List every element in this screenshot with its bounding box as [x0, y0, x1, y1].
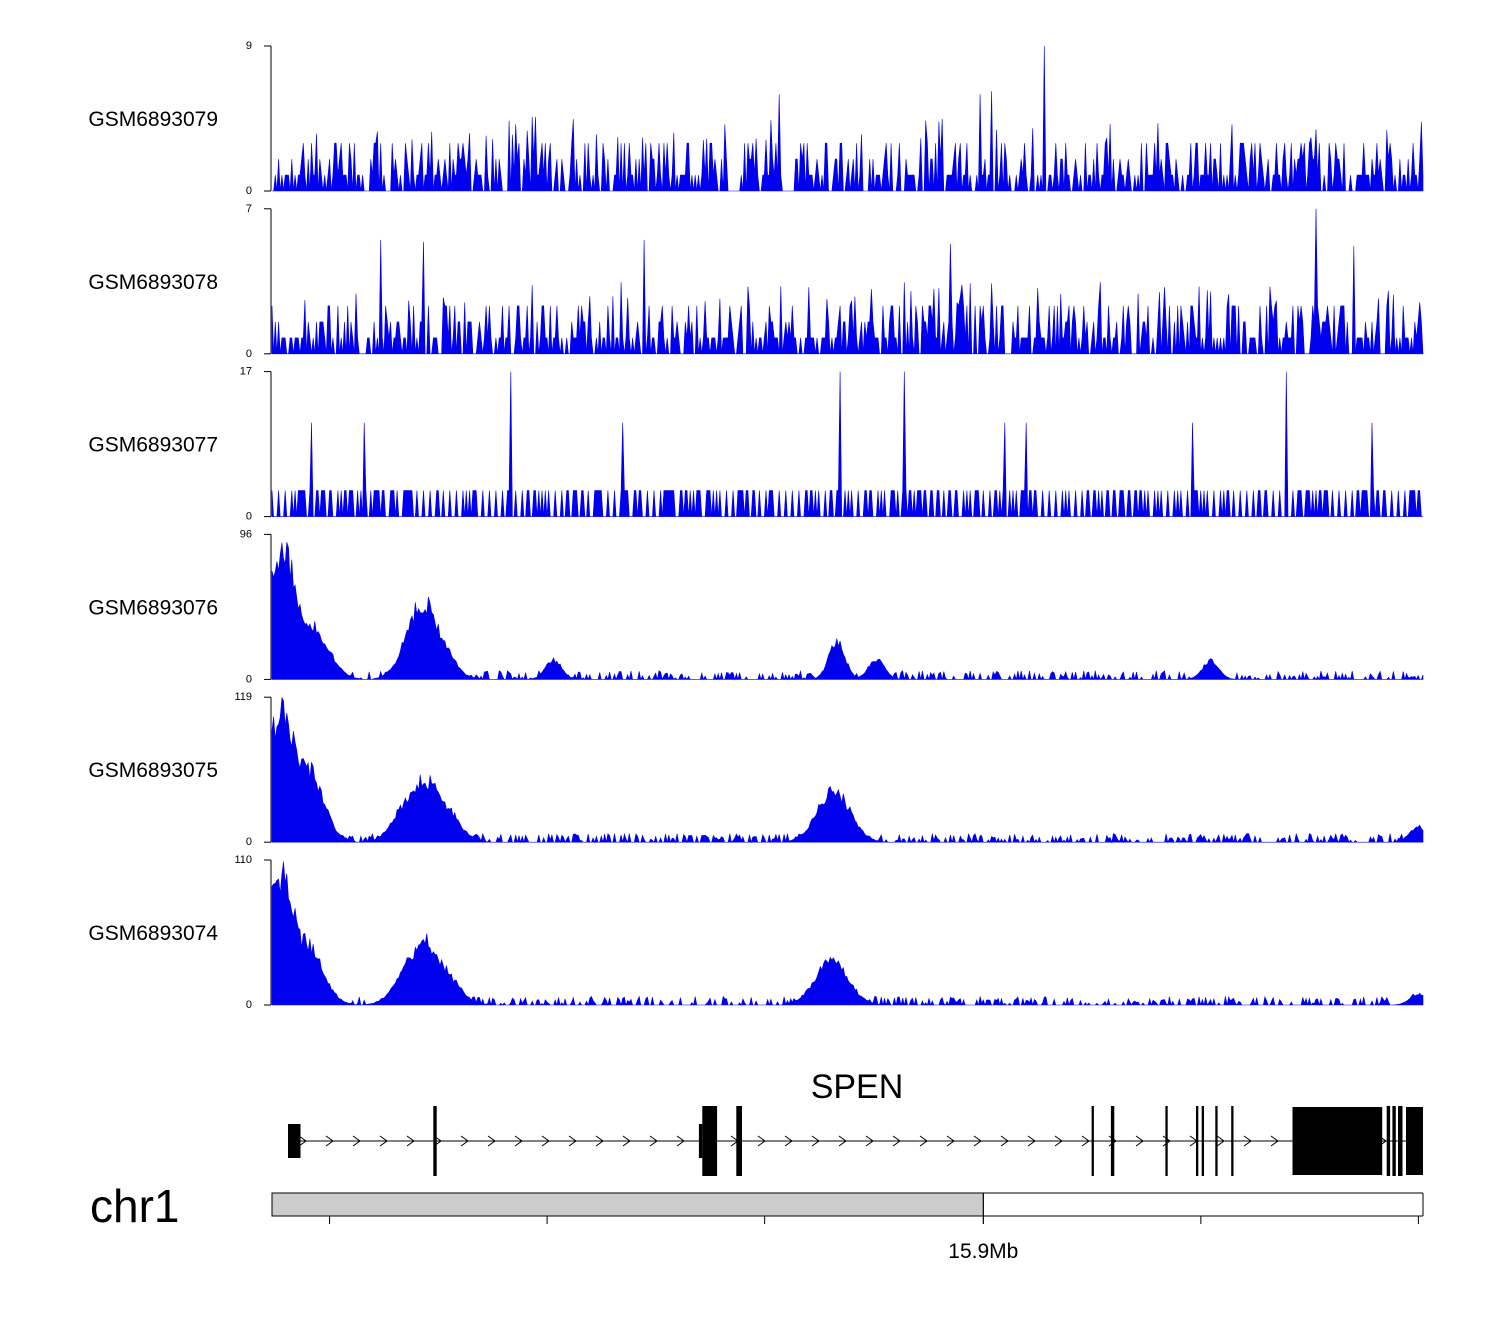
strand-arrow — [1162, 1135, 1171, 1147]
strand-arrow — [595, 1135, 604, 1147]
strand-arrow — [622, 1135, 631, 1147]
track-GSM6893079: GSM6893079 9 0 — [88, 40, 1424, 197]
strand-arrow — [1027, 1135, 1036, 1147]
strand-arrow — [649, 1135, 658, 1147]
y-axis-max-label: 119 — [234, 691, 252, 703]
strand-arrow — [784, 1135, 793, 1147]
track-GSM6893074: GSM6893074 110 0 — [88, 854, 1424, 1011]
strand-arrow — [352, 1135, 361, 1147]
track-GSM6893077: GSM6893077 17 0 — [88, 366, 1423, 523]
coverage-area — [271, 371, 1423, 517]
exon — [1110, 1106, 1115, 1176]
strand-arrow — [1000, 1135, 1009, 1147]
chromosome-label: chr1 — [90, 1180, 179, 1232]
coverage-area — [271, 542, 1424, 681]
track-label: GSM6893076 — [88, 596, 218, 619]
strand-arrow — [298, 1135, 307, 1147]
shaded-region — [271, 1192, 984, 1217]
track-label: GSM6893078 — [88, 271, 218, 294]
track-GSM6893076: GSM6893076 96 0 — [88, 528, 1424, 685]
y-axis-min-label: 0 — [246, 673, 252, 685]
strand-arrow — [946, 1135, 955, 1147]
strand-arrow — [406, 1135, 415, 1147]
track-label: GSM6893077 — [88, 434, 218, 457]
y-axis-min-label: 0 — [246, 999, 252, 1011]
exon — [1386, 1106, 1391, 1176]
coverage-tracks: GSM689307990GSM689307870GSM6893077170GSM… — [88, 40, 1424, 1011]
strand-arrow — [838, 1135, 847, 1147]
track-label: GSM6893079 — [88, 108, 218, 131]
exon — [1406, 1107, 1423, 1175]
strand-arrow — [1270, 1135, 1279, 1147]
coverage-area — [271, 861, 1424, 1007]
genome-axis: chr1 15.9Mb — [90, 1180, 1424, 1263]
track-label: GSM6893074 — [88, 922, 218, 945]
y-axis-min-label: 0 — [246, 348, 252, 360]
strand-arrow — [1081, 1135, 1090, 1147]
strand-arrow — [325, 1135, 334, 1147]
exon — [1231, 1106, 1234, 1176]
y-axis-max-label: 17 — [240, 366, 252, 378]
exon — [1091, 1106, 1094, 1176]
y-axis-min-label: 0 — [246, 185, 252, 197]
exon — [1292, 1107, 1383, 1175]
exon — [1215, 1106, 1218, 1176]
strand-arrow — [379, 1135, 388, 1147]
exon — [1165, 1106, 1168, 1176]
strand-arrow — [1135, 1135, 1144, 1147]
strand-arrow — [676, 1135, 685, 1147]
y-axis-max-label: 7 — [246, 203, 252, 215]
strand-arrow — [892, 1135, 901, 1147]
track-GSM6893075: GSM6893075 119 0 — [88, 691, 1424, 848]
track-label: GSM6893075 — [88, 759, 218, 782]
coverage-area — [271, 208, 1424, 355]
exon — [433, 1106, 437, 1176]
strand-arrow — [757, 1135, 766, 1147]
exon — [1201, 1106, 1204, 1176]
strand-arrow — [1054, 1135, 1063, 1147]
strand-arrow — [568, 1135, 577, 1147]
strand-arrow — [514, 1135, 523, 1147]
gene-track: SPEN — [288, 1068, 1423, 1176]
exon — [702, 1106, 718, 1176]
strand-arrow — [487, 1135, 496, 1147]
exon — [288, 1124, 301, 1158]
coverage-area — [271, 696, 1424, 844]
strand-arrow — [919, 1135, 928, 1147]
y-axis-max-label: 96 — [240, 528, 252, 540]
axis-tick-label: 15.9Mb — [948, 1240, 1018, 1263]
strand-arrow — [460, 1135, 469, 1147]
strand-arrow — [541, 1135, 550, 1147]
strand-arrow — [1243, 1135, 1252, 1147]
coverage-area — [272, 45, 1424, 192]
strand-arrow — [1216, 1135, 1225, 1147]
strand-arrow — [811, 1135, 820, 1147]
exon — [698, 1124, 703, 1158]
exon — [736, 1106, 742, 1176]
y-axis-max-label: 9 — [246, 40, 252, 52]
y-axis-min-label: 0 — [246, 511, 252, 523]
y-axis-min-label: 0 — [246, 836, 252, 848]
exon — [1392, 1106, 1396, 1176]
strand-arrow — [865, 1135, 874, 1147]
exon — [1398, 1106, 1403, 1176]
track-GSM6893078: GSM6893078 7 0 — [88, 203, 1424, 360]
y-axis-max-label: 110 — [234, 854, 252, 866]
strand-arrow — [973, 1135, 982, 1147]
gene-name-label: SPEN — [811, 1068, 904, 1106]
exon — [1196, 1106, 1199, 1176]
